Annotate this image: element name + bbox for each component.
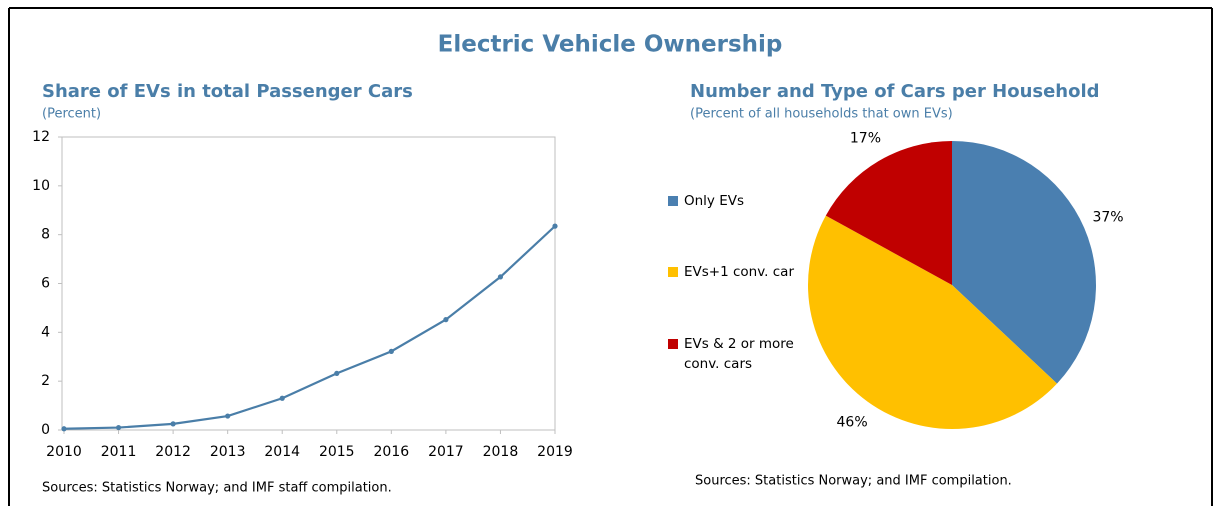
chart-title: Number and Type of Cars per Household [690,81,1100,102]
data-line [63,225,556,430]
y-tick-label: 2 [41,373,50,389]
legend-item: EVs+1 conv. car [668,262,794,282]
data-point [279,395,285,401]
chart-subtitle: (Percent) [42,107,101,122]
pie-slice [825,141,952,285]
chart-title: Share of EVs in total Passenger Cars [42,81,413,102]
legend-label: EVs & 2 or more conv. cars [684,336,794,372]
x-tick-label: 2015 [319,444,355,460]
y-tick-label: 12 [32,129,50,145]
data-label: 46% [837,415,868,431]
chart-subtitle: (Percent of all households that own EVs) [690,107,953,122]
legend-item: EVs & 2 or more conv. cars [668,334,794,374]
data-point [115,424,122,431]
y-tick-label: 4 [41,324,50,340]
data-point [552,223,558,229]
data-point [334,370,340,376]
y-tick-label: 10 [32,178,50,194]
main-title: Electric Vehicle Ownership [438,32,783,58]
legend-swatch [668,267,678,277]
x-tick-label: 2014 [264,444,300,460]
y-tick-label: 6 [41,276,50,292]
x-tick-label: 2010 [46,444,82,460]
source: Sources: Statistics Norway; and IMF comp… [695,474,1012,489]
legend-swatch [668,339,678,349]
data-point [225,413,231,419]
data-point [170,421,176,427]
x-tick-label: 2013 [210,444,246,460]
x-tick-label: 2016 [374,444,410,460]
y-tick-label: 8 [41,227,50,243]
legend-label: Only EVs [684,193,745,209]
data-label: 37% [1092,209,1123,225]
source: Sources: Statistics Norway; and IMF staf… [42,481,392,496]
x-tick-label: 2012 [155,444,191,460]
pie-slice [808,215,1057,429]
y-tick-label: 0 [41,422,50,438]
x-tick-label: 2011 [101,444,137,460]
data-point [388,348,394,354]
data-point [61,426,67,432]
data-point [443,317,449,323]
x-tick-label: 2018 [483,444,519,460]
legend-label: EVs+1 conv. car [684,264,794,280]
x-tick-label: 2019 [537,444,573,460]
data-label: 17% [850,131,881,147]
legend-swatch [668,196,678,206]
pie-slice [952,141,1096,384]
x-tick-label: 2017 [428,444,464,460]
legend-item: Only EVs [668,191,794,211]
data-point [497,274,504,280]
